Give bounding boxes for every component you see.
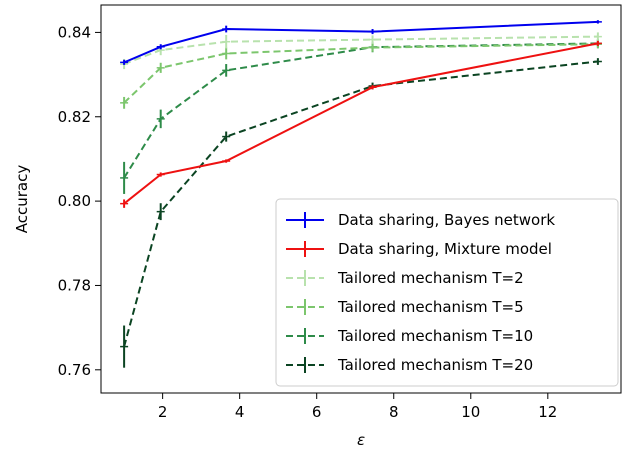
series-line bbox=[123, 43, 598, 104]
legend-box bbox=[275, 198, 619, 387]
y-tick-label: 0.76 bbox=[58, 361, 91, 379]
x-axis-label: ε bbox=[357, 431, 365, 449]
series-data-sharing-bayes-network bbox=[120, 20, 602, 65]
x-tick-label: 8 bbox=[389, 403, 399, 421]
y-tick-label: 0.84 bbox=[58, 23, 91, 41]
legend-label: Tailored mechanism T=2 bbox=[337, 269, 524, 287]
legend-label: Data sharing, Mixture model bbox=[338, 240, 552, 258]
plot-frame bbox=[100, 4, 622, 394]
legend-entry: Tailored mechanism T=2 bbox=[286, 269, 524, 287]
legend: Data sharing, Bayes network Data sharing,… bbox=[275, 198, 619, 387]
legend-label: Tailored mechanism T=10 bbox=[337, 327, 533, 345]
x-tick-label: 6 bbox=[312, 403, 322, 421]
legend-label: Tailored mechanism T=20 bbox=[337, 356, 533, 374]
series-tailored-mechanism-t-2 bbox=[120, 32, 602, 70]
y-axis: 0.76 0.78 0.80 0.82 0.84 bbox=[58, 23, 101, 379]
legend-label: Tailored mechanism T=5 bbox=[337, 298, 524, 316]
x-tick-label: 10 bbox=[461, 403, 480, 421]
series-line bbox=[123, 42, 598, 179]
series-line bbox=[123, 60, 599, 347]
y-tick-label: 0.80 bbox=[58, 192, 91, 210]
x-tick-label: 4 bbox=[235, 403, 245, 421]
legend-label: Data sharing, Bayes network bbox=[338, 211, 555, 229]
y-axis-label: Accuracy bbox=[13, 165, 31, 234]
legend-items: Data sharing, Bayes network Data sharing,… bbox=[286, 211, 555, 374]
series-layer bbox=[120, 20, 602, 368]
y-tick-label: 0.78 bbox=[58, 276, 91, 294]
legend-entry: Data sharing, Bayes network bbox=[286, 211, 555, 229]
series-data-sharing-mixture-model bbox=[120, 40, 602, 208]
legend-entry: Tailored mechanism T=10 bbox=[286, 327, 533, 345]
legend-entry: Tailored mechanism T=5 bbox=[286, 298, 524, 316]
y-tick-label: 0.82 bbox=[58, 108, 91, 126]
x-tick-label: 12 bbox=[538, 403, 557, 421]
legend-entry: Tailored mechanism T=20 bbox=[286, 356, 533, 374]
legend-entry: Data sharing, Mixture model bbox=[286, 240, 552, 258]
x-tick-label: 2 bbox=[158, 403, 168, 421]
x-axis: 2 4 6 8 10 12 bbox=[158, 393, 557, 421]
